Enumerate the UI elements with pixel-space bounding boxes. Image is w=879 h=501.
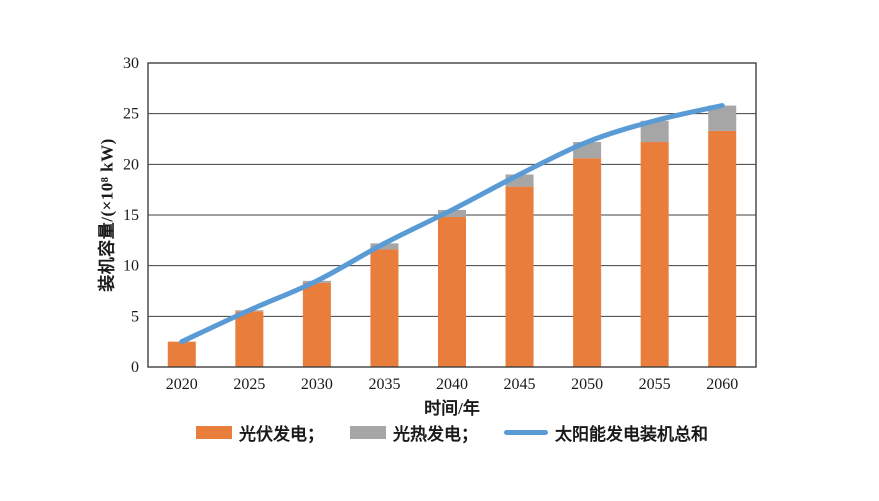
bar-pv-2030	[302, 282, 331, 367]
x-axis-title: 时间/年	[424, 399, 480, 418]
x-tick-label-2055: 2055	[639, 376, 671, 393]
legend-item-pv: 光伏发电；	[196, 420, 324, 445]
y-tick-label-25: 25	[123, 106, 139, 123]
bar-csp-2035	[370, 243, 399, 250]
csp-bar-swatch-icon	[350, 426, 386, 439]
total-line	[179, 103, 725, 345]
bar-csp-2040	[438, 209, 466, 218]
y-tick-label-10: 10	[123, 258, 139, 275]
bar-pv-2060	[708, 130, 737, 367]
total-line-swatch-icon	[504, 430, 548, 435]
y-tick-label-30: 30	[123, 55, 139, 72]
pv-bar-swatch-icon	[196, 426, 232, 439]
x-tick-label-2045: 2045	[504, 376, 536, 393]
x-tick-label-2040: 2040	[436, 376, 468, 393]
x-tick-label-2030: 2030	[301, 376, 333, 393]
bar-csp-2055	[640, 120, 669, 143]
x-tick-label-2035: 2035	[368, 376, 400, 393]
legend-item-total: 太阳能发电装机总和	[504, 420, 708, 445]
bar-pv-2025	[235, 311, 264, 367]
y-tick-label-5: 5	[131, 308, 139, 325]
bar-pv-2055	[640, 142, 669, 367]
legend-item-csp: 光热发电；	[350, 420, 478, 445]
x-tick-label-2060: 2060	[706, 376, 738, 393]
chart-legend: 光伏发电； 光热发电； 太阳能发电装机总和	[148, 420, 756, 445]
y-tick-label-15: 15	[123, 207, 139, 224]
x-tick-label-2025: 2025	[233, 376, 265, 393]
y-tick-label-0: 0	[131, 359, 139, 376]
legend-label-csp: 光热发电；	[393, 425, 478, 444]
plot-border	[147, 62, 757, 368]
legend-label-total: 太阳能发电装机总和	[555, 425, 708, 444]
bar-pv-2045	[505, 186, 534, 367]
bar-pv-2020	[167, 341, 196, 367]
legend-label-pv: 光伏发电；	[239, 425, 324, 444]
y-axis-title: 装机容量/(×10⁸ kW)	[97, 138, 117, 292]
x-tick-label-2050: 2050	[571, 376, 603, 393]
bar-pv-2040	[438, 217, 466, 367]
bar-pv-2035	[370, 249, 399, 367]
x-tick-label-2020: 2020	[166, 376, 198, 393]
y-tick-label-20: 20	[123, 156, 139, 173]
bar-pv-2050	[573, 158, 602, 367]
